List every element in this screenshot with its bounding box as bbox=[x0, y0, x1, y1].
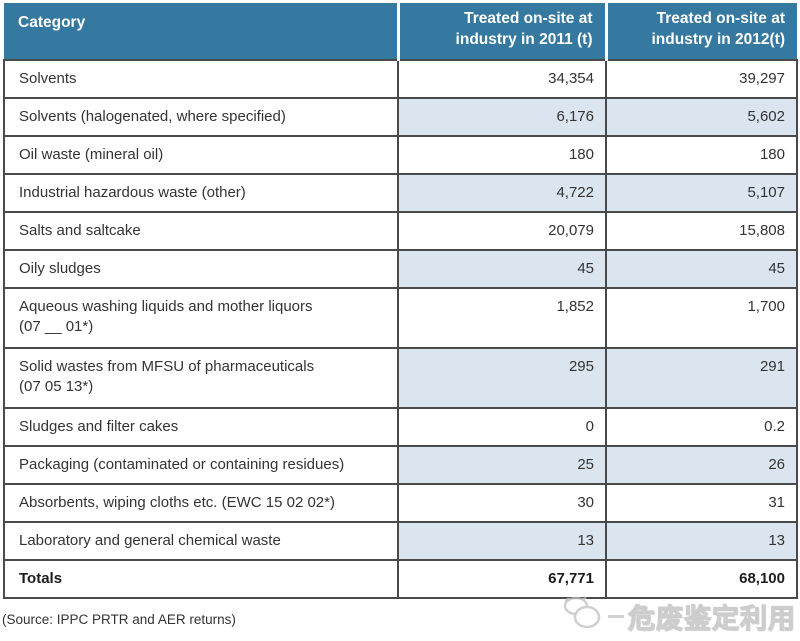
row-value-2011: 13 bbox=[397, 520, 607, 561]
row-value-2011: 20,079 bbox=[397, 210, 607, 251]
row-category: Packaging (contaminated or containing re… bbox=[3, 444, 399, 485]
row-category: Laboratory and general chemical waste bbox=[3, 520, 399, 561]
row-value-2012: 39,297 bbox=[605, 58, 798, 99]
row-value-2012: 0.2 bbox=[605, 406, 798, 447]
watermark: 危废鉴定利用 bbox=[562, 596, 796, 637]
row-value-2011: 25 bbox=[397, 444, 607, 485]
row-value-2012: 15,808 bbox=[605, 210, 798, 251]
row-category: Oily sludges bbox=[3, 248, 399, 289]
row-value-2012: 31 bbox=[605, 482, 798, 523]
row-value-2012: 13 bbox=[605, 520, 798, 561]
totals-row: Totals 67,771 68,100 bbox=[3, 558, 798, 599]
row-category: Industrial hazardous waste (other) bbox=[3, 172, 399, 213]
table-row: Aqueous washing liquids and mother liquo… bbox=[3, 286, 798, 349]
table-row: Solid wastes from MFSU of pharmaceutical… bbox=[3, 346, 798, 409]
table-row: Absorbents, wiping cloths etc. (EWC 15 0… bbox=[3, 482, 798, 523]
table-row: Oily sludges 45 45 bbox=[3, 248, 798, 289]
header-category: Category bbox=[4, 3, 398, 60]
table-row: Salts and saltcake 20,079 15,808 bbox=[3, 210, 798, 251]
watermark-text: 危废鉴定利用 bbox=[627, 603, 796, 634]
table-row: Sludges and filter cakes 0 0.2 bbox=[3, 406, 798, 447]
table-row: Laboratory and general chemical waste 13… bbox=[3, 520, 798, 561]
row-category: Solvents bbox=[3, 58, 399, 99]
totals-value-2011: 67,771 bbox=[397, 558, 607, 599]
table-row: Packaging (contaminated or containing re… bbox=[3, 444, 798, 485]
row-value-2012: 5,602 bbox=[605, 96, 798, 137]
row-category: Sludges and filter cakes bbox=[3, 406, 399, 447]
table-row: Solvents 34,354 39,297 bbox=[3, 58, 798, 99]
row-value-2011: 4,722 bbox=[397, 172, 607, 213]
watermark-dash bbox=[608, 615, 624, 618]
header-row: Category Treated on-site at industry in … bbox=[4, 3, 797, 60]
row-category: Solvents (halogenated, where specified) bbox=[3, 96, 399, 137]
totals-value-2012: 68,100 bbox=[605, 558, 798, 599]
totals-label: Totals bbox=[3, 558, 399, 599]
row-value-2011: 45 bbox=[397, 248, 607, 289]
row-value-2011: 6,176 bbox=[397, 96, 607, 137]
row-category: Oil waste (mineral oil) bbox=[3, 134, 399, 175]
waste-treatment-table: Category Treated on-site at industry in … bbox=[3, 3, 798, 599]
row-category: Salts and saltcake bbox=[3, 210, 399, 251]
row-category: Absorbents, wiping cloths etc. (EWC 15 0… bbox=[3, 482, 399, 523]
row-category: Solid wastes from MFSU of pharmaceutical… bbox=[3, 346, 399, 409]
row-value-2012: 5,107 bbox=[605, 172, 798, 213]
row-value-2011: 30 bbox=[397, 482, 607, 523]
header-2012: Treated on-site at industry in 2012(t) bbox=[604, 3, 797, 60]
row-value-2011: 295 bbox=[397, 346, 607, 409]
table-row: Industrial hazardous waste (other) 4,722… bbox=[3, 172, 798, 213]
table-row: Solvents (halogenated, where specified) … bbox=[3, 96, 798, 137]
header-2011: Treated on-site at industry in 2011 (t) bbox=[396, 3, 606, 60]
row-value-2011: 0 bbox=[397, 406, 607, 447]
mascot-cloud-icon bbox=[562, 596, 606, 637]
row-value-2012: 26 bbox=[605, 444, 798, 485]
row-category: Aqueous washing liquids and mother liquo… bbox=[3, 286, 399, 349]
row-value-2012: 1,700 bbox=[605, 286, 798, 349]
row-value-2011: 34,354 bbox=[397, 58, 607, 99]
row-value-2012: 180 bbox=[605, 134, 798, 175]
source-note: (Source: IPPC PRTR and AER returns) bbox=[2, 612, 236, 627]
row-value-2012: 291 bbox=[605, 346, 798, 409]
row-value-2011: 1,852 bbox=[397, 286, 607, 349]
table-row: Oil waste (mineral oil) 180 180 bbox=[3, 134, 798, 175]
row-value-2011: 180 bbox=[397, 134, 607, 175]
row-value-2012: 45 bbox=[605, 248, 798, 289]
